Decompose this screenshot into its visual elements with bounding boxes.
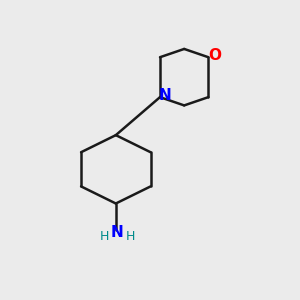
- Text: H: H: [100, 230, 109, 243]
- Text: O: O: [208, 48, 221, 63]
- Text: N: N: [159, 88, 171, 103]
- Text: N: N: [111, 225, 124, 240]
- Text: H: H: [125, 230, 135, 243]
